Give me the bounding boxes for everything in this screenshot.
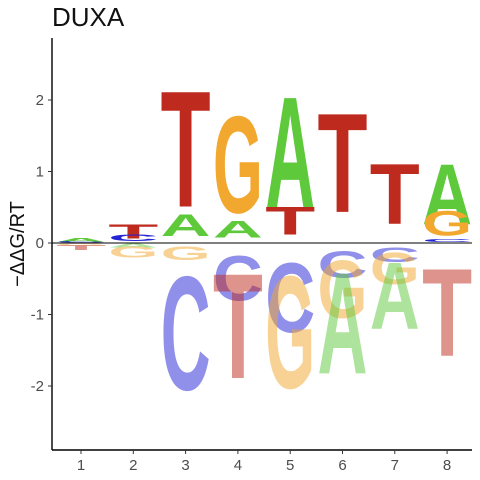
x-tick-label: 1 bbox=[77, 457, 85, 474]
x-tick-label: 2 bbox=[129, 457, 137, 474]
logo-letter-c: C bbox=[370, 243, 420, 266]
y-tick-label: -1 bbox=[31, 307, 44, 324]
logo-letter-g: G bbox=[422, 203, 472, 242]
y-tick-label: 0 bbox=[36, 235, 44, 252]
logo-letter-t: T bbox=[265, 199, 315, 243]
x-tick-label: 6 bbox=[338, 457, 346, 474]
x-tick-label: 4 bbox=[234, 457, 242, 474]
logo-letter-a: A bbox=[422, 146, 472, 243]
logo-letter-t: T bbox=[370, 146, 420, 242]
logo-letter-a: A bbox=[108, 243, 158, 249]
logo-letter-t: T bbox=[213, 243, 263, 411]
y-tick-label: 2 bbox=[36, 92, 44, 109]
logo-letter-g: G bbox=[370, 243, 420, 294]
logo-letter-t: T bbox=[422, 244, 472, 384]
logo-letter-a: A bbox=[370, 242, 420, 350]
logo-letter-c: C bbox=[317, 243, 367, 286]
logo-letter-a: A bbox=[56, 237, 106, 243]
logo-letter-a: A bbox=[265, 65, 315, 243]
logo-letter-c: C bbox=[161, 242, 211, 424]
logo-letter-t: T bbox=[108, 220, 158, 243]
logo-letter-g: G bbox=[56, 243, 106, 246]
logo-letter-g: G bbox=[161, 243, 211, 264]
logo-letter-c: C bbox=[108, 232, 158, 243]
logo-letter-t: T bbox=[161, 57, 211, 242]
logo-letter-c: C bbox=[265, 244, 315, 354]
y-tick-label: 1 bbox=[36, 164, 44, 181]
y-tick-label: -2 bbox=[31, 378, 44, 395]
logo-letter-c: C bbox=[56, 241, 106, 243]
x-tick-label: 8 bbox=[443, 457, 451, 474]
logo-letter-g: G bbox=[213, 87, 263, 242]
logo-letter-g: G bbox=[108, 243, 158, 261]
logo-letter-a: A bbox=[161, 208, 211, 244]
logo-letter-t: T bbox=[56, 243, 106, 252]
logo-letter-t: T bbox=[318, 83, 368, 242]
x-tick-label: 5 bbox=[286, 457, 294, 474]
y-axis-label: −ΔΔG/RT bbox=[7, 201, 29, 287]
x-tick-label: 3 bbox=[181, 457, 189, 474]
x-tick-label: 7 bbox=[391, 457, 399, 474]
logo-letter-a: A bbox=[213, 216, 263, 243]
logo-letter-c: C bbox=[213, 244, 263, 315]
chart-title: DUXA bbox=[52, 2, 125, 32]
logo-letter-g: G bbox=[318, 243, 368, 336]
logo-letter-c: C bbox=[422, 238, 472, 243]
logo-letter-a: A bbox=[318, 243, 368, 405]
logo-letter-g: G bbox=[265, 242, 315, 422]
